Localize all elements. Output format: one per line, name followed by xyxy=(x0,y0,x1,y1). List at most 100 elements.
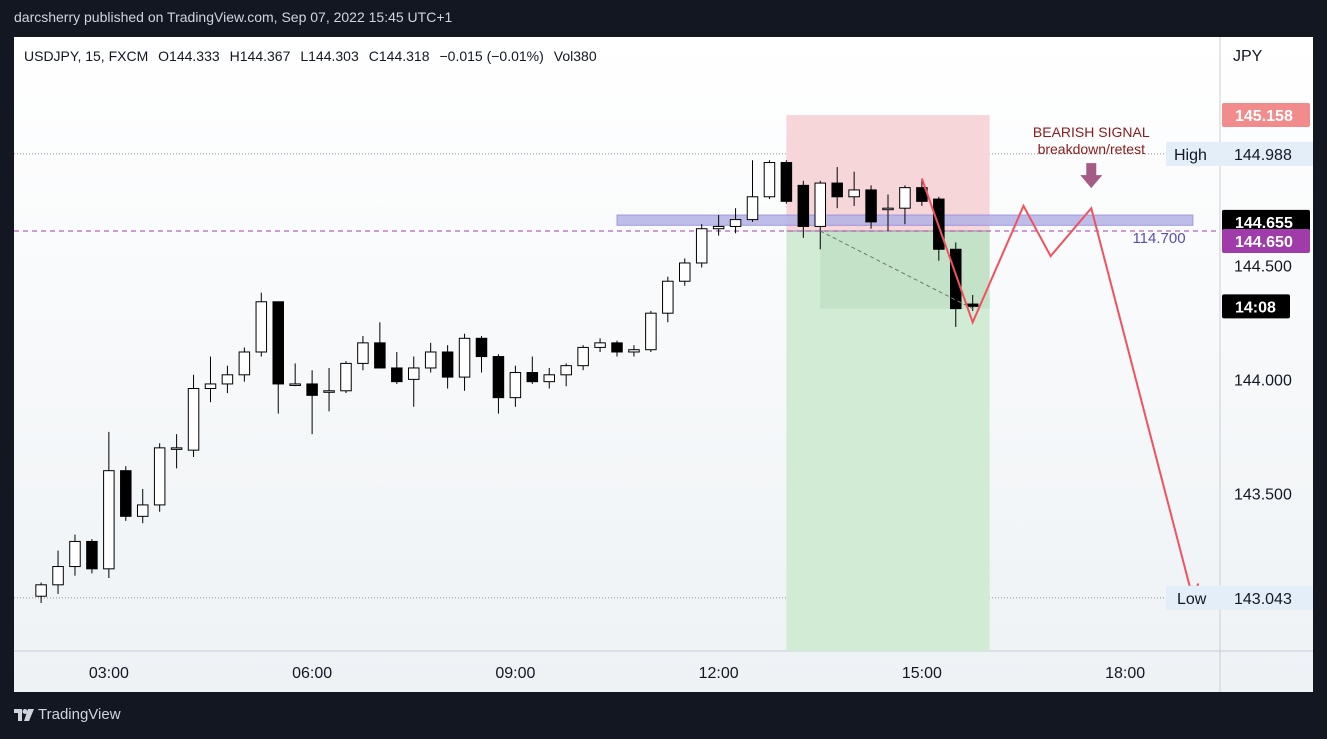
candle xyxy=(204,356,217,403)
candle-body xyxy=(187,388,200,451)
x-tick-label: 09:00 xyxy=(495,665,535,682)
candle-body xyxy=(86,540,98,570)
countdown-badge xyxy=(1222,294,1290,319)
signal-subtitle: breakdown/retest xyxy=(1038,141,1146,157)
legend: USDJPY, 15, FXCM O144.333 H144.367 L144.30… xyxy=(24,48,1263,65)
candle xyxy=(391,351,403,384)
candle xyxy=(52,550,64,594)
candle xyxy=(662,276,674,323)
candle xyxy=(950,242,962,327)
x-tick-label: 03:00 xyxy=(89,665,129,682)
candle xyxy=(153,443,166,512)
candle-body xyxy=(746,196,759,221)
candle-body xyxy=(729,219,742,227)
candle xyxy=(780,160,793,204)
candle-body xyxy=(170,447,183,450)
candle-body xyxy=(204,383,217,390)
candle-body xyxy=(374,342,386,369)
candle-body xyxy=(882,207,894,211)
candle xyxy=(645,310,657,352)
candle xyxy=(882,194,894,232)
candle xyxy=(814,180,827,250)
candle-body xyxy=(69,540,81,568)
low-marker-label: Low xyxy=(1177,591,1207,608)
candle-body xyxy=(52,566,64,586)
price-badge-label: 145.158 xyxy=(1235,108,1293,125)
candle xyxy=(577,345,589,371)
candle-body xyxy=(391,367,403,383)
candle xyxy=(86,539,98,574)
price-badge xyxy=(1222,103,1310,128)
candle-body xyxy=(763,162,776,198)
candle-body xyxy=(120,470,132,517)
candle-body xyxy=(255,301,268,353)
x-tick-label: 18:00 xyxy=(1105,665,1145,682)
candle-body xyxy=(899,187,911,209)
candle-body xyxy=(594,342,606,348)
candle-body xyxy=(611,342,623,353)
candle-body xyxy=(628,349,640,353)
candle xyxy=(594,338,606,352)
candle xyxy=(35,582,47,604)
candle-body xyxy=(645,312,657,351)
y-tick-label: 143.500 xyxy=(1234,487,1292,504)
candle xyxy=(170,434,183,469)
high-marker-label: High xyxy=(1174,147,1207,164)
candle xyxy=(899,185,911,225)
candle xyxy=(628,345,640,357)
candle-body xyxy=(560,365,572,376)
candle-body xyxy=(712,225,725,230)
candle-body xyxy=(543,374,555,383)
candle-body xyxy=(424,351,437,369)
tradingview-brand-text: TradingView xyxy=(38,706,121,723)
candle-body xyxy=(221,374,234,385)
candle xyxy=(797,180,810,238)
candle xyxy=(763,160,776,200)
candle-body xyxy=(153,447,166,506)
candle xyxy=(272,301,284,414)
candle xyxy=(729,208,742,234)
candle xyxy=(374,322,386,369)
candle xyxy=(136,488,149,524)
candle xyxy=(746,160,759,222)
publisher-header: darcsherry published on TradingView.com,… xyxy=(14,9,453,25)
candle-body xyxy=(492,356,505,399)
candle xyxy=(407,356,420,407)
candle-body xyxy=(780,162,793,202)
candle xyxy=(238,347,251,382)
candle-body xyxy=(577,346,589,367)
candle xyxy=(323,367,335,412)
price-badge xyxy=(1222,229,1310,254)
candle-body xyxy=(407,367,420,380)
candle xyxy=(255,292,268,357)
tradingview-logo[interactable]: TradingView xyxy=(14,706,121,723)
candle-body xyxy=(679,262,691,282)
countdown-badge-label: 14:08 xyxy=(1235,299,1276,316)
candle xyxy=(712,215,725,236)
candle xyxy=(695,224,708,268)
candle xyxy=(458,333,471,391)
candle-body xyxy=(526,372,539,383)
candle-body xyxy=(458,337,471,378)
candle xyxy=(679,258,691,286)
candle xyxy=(289,363,301,387)
entry-to-price-line xyxy=(820,230,973,310)
candle-body xyxy=(103,470,115,570)
candle-body xyxy=(136,504,149,517)
candle-body xyxy=(662,280,674,314)
candle xyxy=(848,171,860,206)
y-tick-label: 144.500 xyxy=(1234,258,1292,275)
candle xyxy=(560,363,572,387)
candles-layer xyxy=(35,160,979,604)
high-marker-value: 144.988 xyxy=(1234,147,1292,164)
candle xyxy=(357,336,369,371)
candle xyxy=(120,466,132,521)
legend-symbol: USDJPY, 15, FXCM O144.333 H144.367 L144.30… xyxy=(24,48,597,64)
candle xyxy=(865,185,877,229)
candle-body xyxy=(238,351,251,376)
price-badge xyxy=(1222,209,1310,234)
zone-level-label: 114.700 xyxy=(1132,230,1185,247)
candle xyxy=(492,354,505,414)
